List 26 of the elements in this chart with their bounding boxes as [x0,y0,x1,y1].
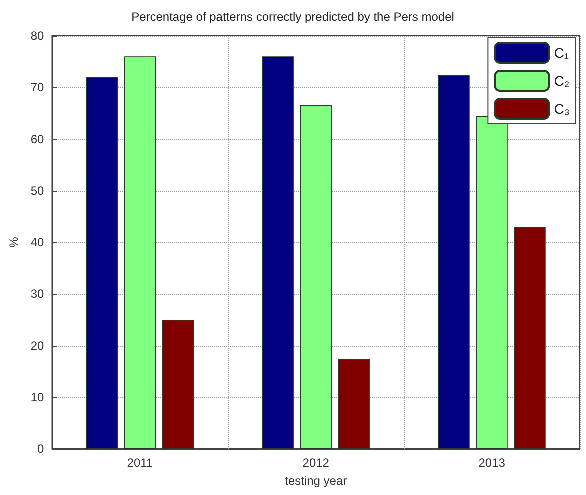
y-tick-label: 40 [30,236,45,250]
y-tick-label: 30 [30,287,45,302]
x-tick-label: 2012 [302,456,330,470]
x-tick-label: 2011 [127,456,154,470]
y-tick-label: 70 [30,80,45,95]
y-tick-label: 50 [30,184,45,198]
legend-label: C₂ [554,73,570,89]
bar [338,359,370,449]
legend-label: C₁ [554,45,570,61]
x-axis-title: testing year [285,474,348,488]
y-tick-label: 0 [38,442,45,456]
legend-label: C₃ [554,101,570,117]
y-axis-title: % [7,236,21,248]
y-tick-label: 80 [30,29,45,43]
chart-title: Percentage of patterns correctly predicted by the Pers model [132,10,454,24]
bar [162,320,194,449]
y-tick-label: 20 [30,338,45,353]
bar [514,227,546,449]
bar [300,105,332,449]
bar [86,77,118,449]
x-tick-label: 2013 [478,456,506,470]
y-tick-label: 10 [30,390,45,404]
bar [124,56,156,449]
bar [438,75,470,449]
y-tick-label: 60 [30,132,45,146]
bar [262,56,294,449]
